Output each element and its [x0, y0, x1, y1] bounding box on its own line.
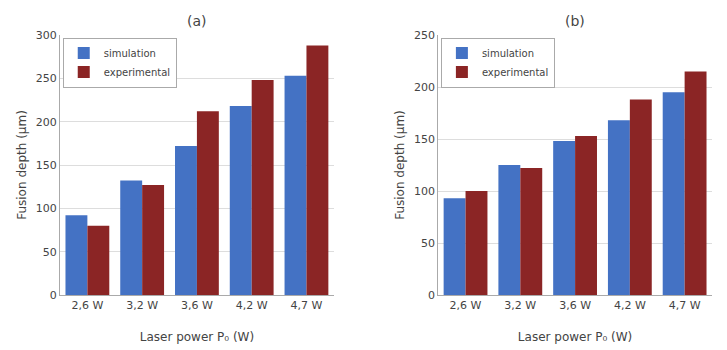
- svg-text:(b): (b): [565, 13, 585, 29]
- svg-text:2,6 W: 2,6 W: [450, 299, 482, 312]
- svg-text:250: 250: [36, 72, 57, 85]
- svg-text:4,2 W: 4,2 W: [236, 299, 268, 312]
- svg-text:50: 50: [421, 237, 435, 250]
- svg-text:Fusion depth (μm): Fusion depth (μm): [15, 110, 29, 220]
- svg-text:simulation: simulation: [482, 48, 534, 59]
- svg-text:150: 150: [414, 133, 435, 146]
- svg-text:4,7 W: 4,7 W: [291, 299, 323, 312]
- svg-text:simulation: simulation: [104, 48, 156, 59]
- svg-text:0: 0: [428, 289, 435, 302]
- svg-text:100: 100: [36, 202, 57, 215]
- svg-text:150: 150: [36, 159, 57, 172]
- svg-text:Fusion depth (μm): Fusion depth (μm): [393, 110, 407, 220]
- svg-text:4,2 W: 4,2 W: [614, 299, 646, 312]
- svg-text:3,2 W: 3,2 W: [504, 299, 536, 312]
- svg-text:Laser power P₀ (W): Laser power P₀ (W): [518, 330, 632, 344]
- svg-text:200: 200: [36, 116, 57, 129]
- svg-text:3,6 W: 3,6 W: [181, 299, 213, 312]
- svg-text:2,6 W: 2,6 W: [71, 299, 103, 312]
- svg-text:4,7 W: 4,7 W: [669, 299, 701, 312]
- svg-text:experimental: experimental: [104, 67, 170, 78]
- svg-text:200: 200: [414, 81, 435, 94]
- svg-text:Laser power P₀ (W): Laser power P₀ (W): [140, 330, 254, 344]
- svg-text:0: 0: [50, 289, 57, 302]
- svg-text:250: 250: [414, 29, 435, 42]
- svg-text:experimental: experimental: [482, 67, 548, 78]
- svg-text:3,2 W: 3,2 W: [126, 299, 158, 312]
- svg-text:300: 300: [36, 29, 57, 42]
- svg-text:50: 50: [43, 246, 57, 259]
- svg-text:3,6 W: 3,6 W: [559, 299, 591, 312]
- svg-text:100: 100: [414, 185, 435, 198]
- svg-text:(a): (a): [187, 13, 207, 29]
